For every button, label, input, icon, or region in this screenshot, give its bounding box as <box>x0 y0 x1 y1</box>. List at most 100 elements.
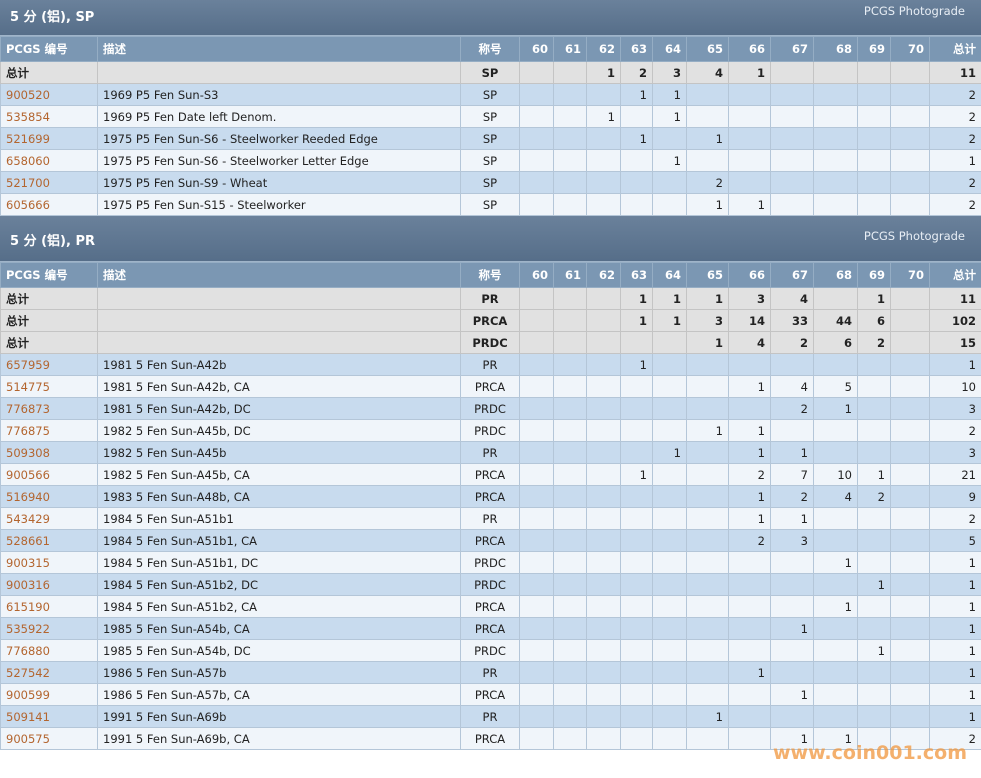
pcgs-link[interactable]: 657959 <box>6 357 50 372</box>
table-row: 658060 1975 P5 Fen Sun-S6 - Steelworker L… <box>0 149 981 172</box>
table-cell <box>586 617 621 640</box>
table-cell: 1 <box>857 573 891 596</box>
table-cell: 4 <box>770 287 814 310</box>
table-cell: 21 <box>929 463 981 486</box>
pcgs-link[interactable]: 900316 <box>6 577 50 592</box>
table-cell: PRDC <box>460 331 520 354</box>
table-cell <box>770 661 814 684</box>
table-cell: 1 <box>728 485 771 508</box>
table-cell <box>620 551 653 574</box>
table-cell: 1 <box>586 61 621 84</box>
pcgs-link[interactable]: 528661 <box>6 533 50 548</box>
table-cell <box>813 705 858 728</box>
table-row: 776880 1985 5 Fen Sun-A54b, DC PRDC 1 1 <box>0 639 981 662</box>
pcgs-link[interactable]: 527542 <box>6 665 50 680</box>
table-cell: PR <box>460 661 520 684</box>
table-cell <box>857 353 891 376</box>
table-cell <box>620 529 653 552</box>
table-cell <box>519 529 554 552</box>
table-cell: 66 <box>728 262 771 288</box>
table-cell: 1 <box>728 441 771 464</box>
table-cell <box>553 171 587 194</box>
table-cell <box>652 193 687 216</box>
pcgs-link[interactable]: 776875 <box>6 423 50 438</box>
table-cell <box>553 507 587 530</box>
table-cell <box>686 617 729 640</box>
pcgs-link[interactable]: 605666 <box>6 197 50 212</box>
table-cell <box>770 149 814 172</box>
table-cell <box>857 727 891 750</box>
pcgs-link[interactable]: 615190 <box>6 599 50 614</box>
table-cell: 64 <box>652 262 687 288</box>
pcgs-link[interactable]: 509308 <box>6 445 50 460</box>
pcgs-link[interactable]: 900599 <box>6 687 50 702</box>
table-cell: 1986 5 Fen Sun-A57b <box>97 661 461 684</box>
table-cell <box>620 331 653 354</box>
table-cell: PRCA <box>460 617 520 640</box>
table-cell: 11 <box>929 61 981 84</box>
pcgs-link[interactable]: 535854 <box>6 109 50 124</box>
pcgs-link[interactable]: 900575 <box>6 731 50 746</box>
table-cell: 1 <box>686 331 729 354</box>
table-cell: 2 <box>770 485 814 508</box>
table-cell: 1 <box>770 683 814 706</box>
table-cell: 总计 <box>0 331 98 354</box>
pcgs-link[interactable]: 535922 <box>6 621 50 636</box>
table-cell: SP <box>460 127 520 150</box>
table-cell <box>586 529 621 552</box>
table-cell <box>890 595 930 618</box>
table-cell <box>97 287 461 310</box>
table-cell: 605666 <box>0 193 98 216</box>
table-cell <box>890 287 930 310</box>
table-cell: 1991 5 Fen Sun-A69b <box>97 705 461 728</box>
table-cell: PRCA <box>460 485 520 508</box>
table-cell: 543429 <box>0 507 98 530</box>
table-cell <box>813 617 858 640</box>
table-cell <box>519 617 554 640</box>
table-cell <box>890 617 930 640</box>
table-cell: 535922 <box>0 617 98 640</box>
table-cell <box>857 705 891 728</box>
pcgs-link[interactable]: 509141 <box>6 709 50 724</box>
pcgs-link[interactable]: 900315 <box>6 555 50 570</box>
table-cell <box>586 287 621 310</box>
table-cell: PCGS 编号 <box>0 262 98 288</box>
table-cell <box>97 61 461 84</box>
pcgs-link[interactable]: 900566 <box>6 467 50 482</box>
pcgs-link[interactable]: 521699 <box>6 131 50 146</box>
pcgs-link[interactable]: 521700 <box>6 175 50 190</box>
table-cell: 称号 <box>460 262 520 288</box>
table-cell <box>686 485 729 508</box>
table-cell: 6 <box>857 309 891 332</box>
table-cell: 65 <box>686 262 729 288</box>
table-row: 776873 1981 5 Fen Sun-A42b, DC PRDC 2 1 3 <box>0 397 981 420</box>
section-badge: PCGS Photograde <box>863 4 965 18</box>
table-cell <box>620 595 653 618</box>
pcgs-link[interactable]: 900520 <box>6 87 50 102</box>
pcgs-link[interactable]: 658060 <box>6 153 50 168</box>
table-cell: 1984 5 Fen Sun-A51b1 <box>97 507 461 530</box>
table-cell: 900520 <box>0 83 98 106</box>
table-cell: 1969 P5 Fen Date left Denom. <box>97 105 461 128</box>
table-cell: PCGS 编号 <box>0 36 98 62</box>
table-cell: 1 <box>652 149 687 172</box>
pcgs-link[interactable]: 516940 <box>6 489 50 504</box>
table-cell <box>586 463 621 486</box>
table-cell <box>686 463 729 486</box>
table-cell <box>857 149 891 172</box>
table-cell <box>652 127 687 150</box>
table-cell <box>652 573 687 596</box>
table-cell <box>553 573 587 596</box>
table-cell <box>620 507 653 530</box>
table-cell: 2 <box>929 127 981 150</box>
table-cell: 1984 5 Fen Sun-A51b1, CA <box>97 529 461 552</box>
table-cell: 1 <box>929 617 981 640</box>
pcgs-link[interactable]: 543429 <box>6 511 50 526</box>
pcgs-link[interactable]: 776880 <box>6 643 50 658</box>
table-cell: 1 <box>929 573 981 596</box>
pcgs-link[interactable]: 514775 <box>6 379 50 394</box>
table-cell <box>553 287 587 310</box>
table-cell <box>813 661 858 684</box>
table-cell: 1985 5 Fen Sun-A54b, DC <box>97 639 461 662</box>
pcgs-link[interactable]: 776873 <box>6 401 50 416</box>
